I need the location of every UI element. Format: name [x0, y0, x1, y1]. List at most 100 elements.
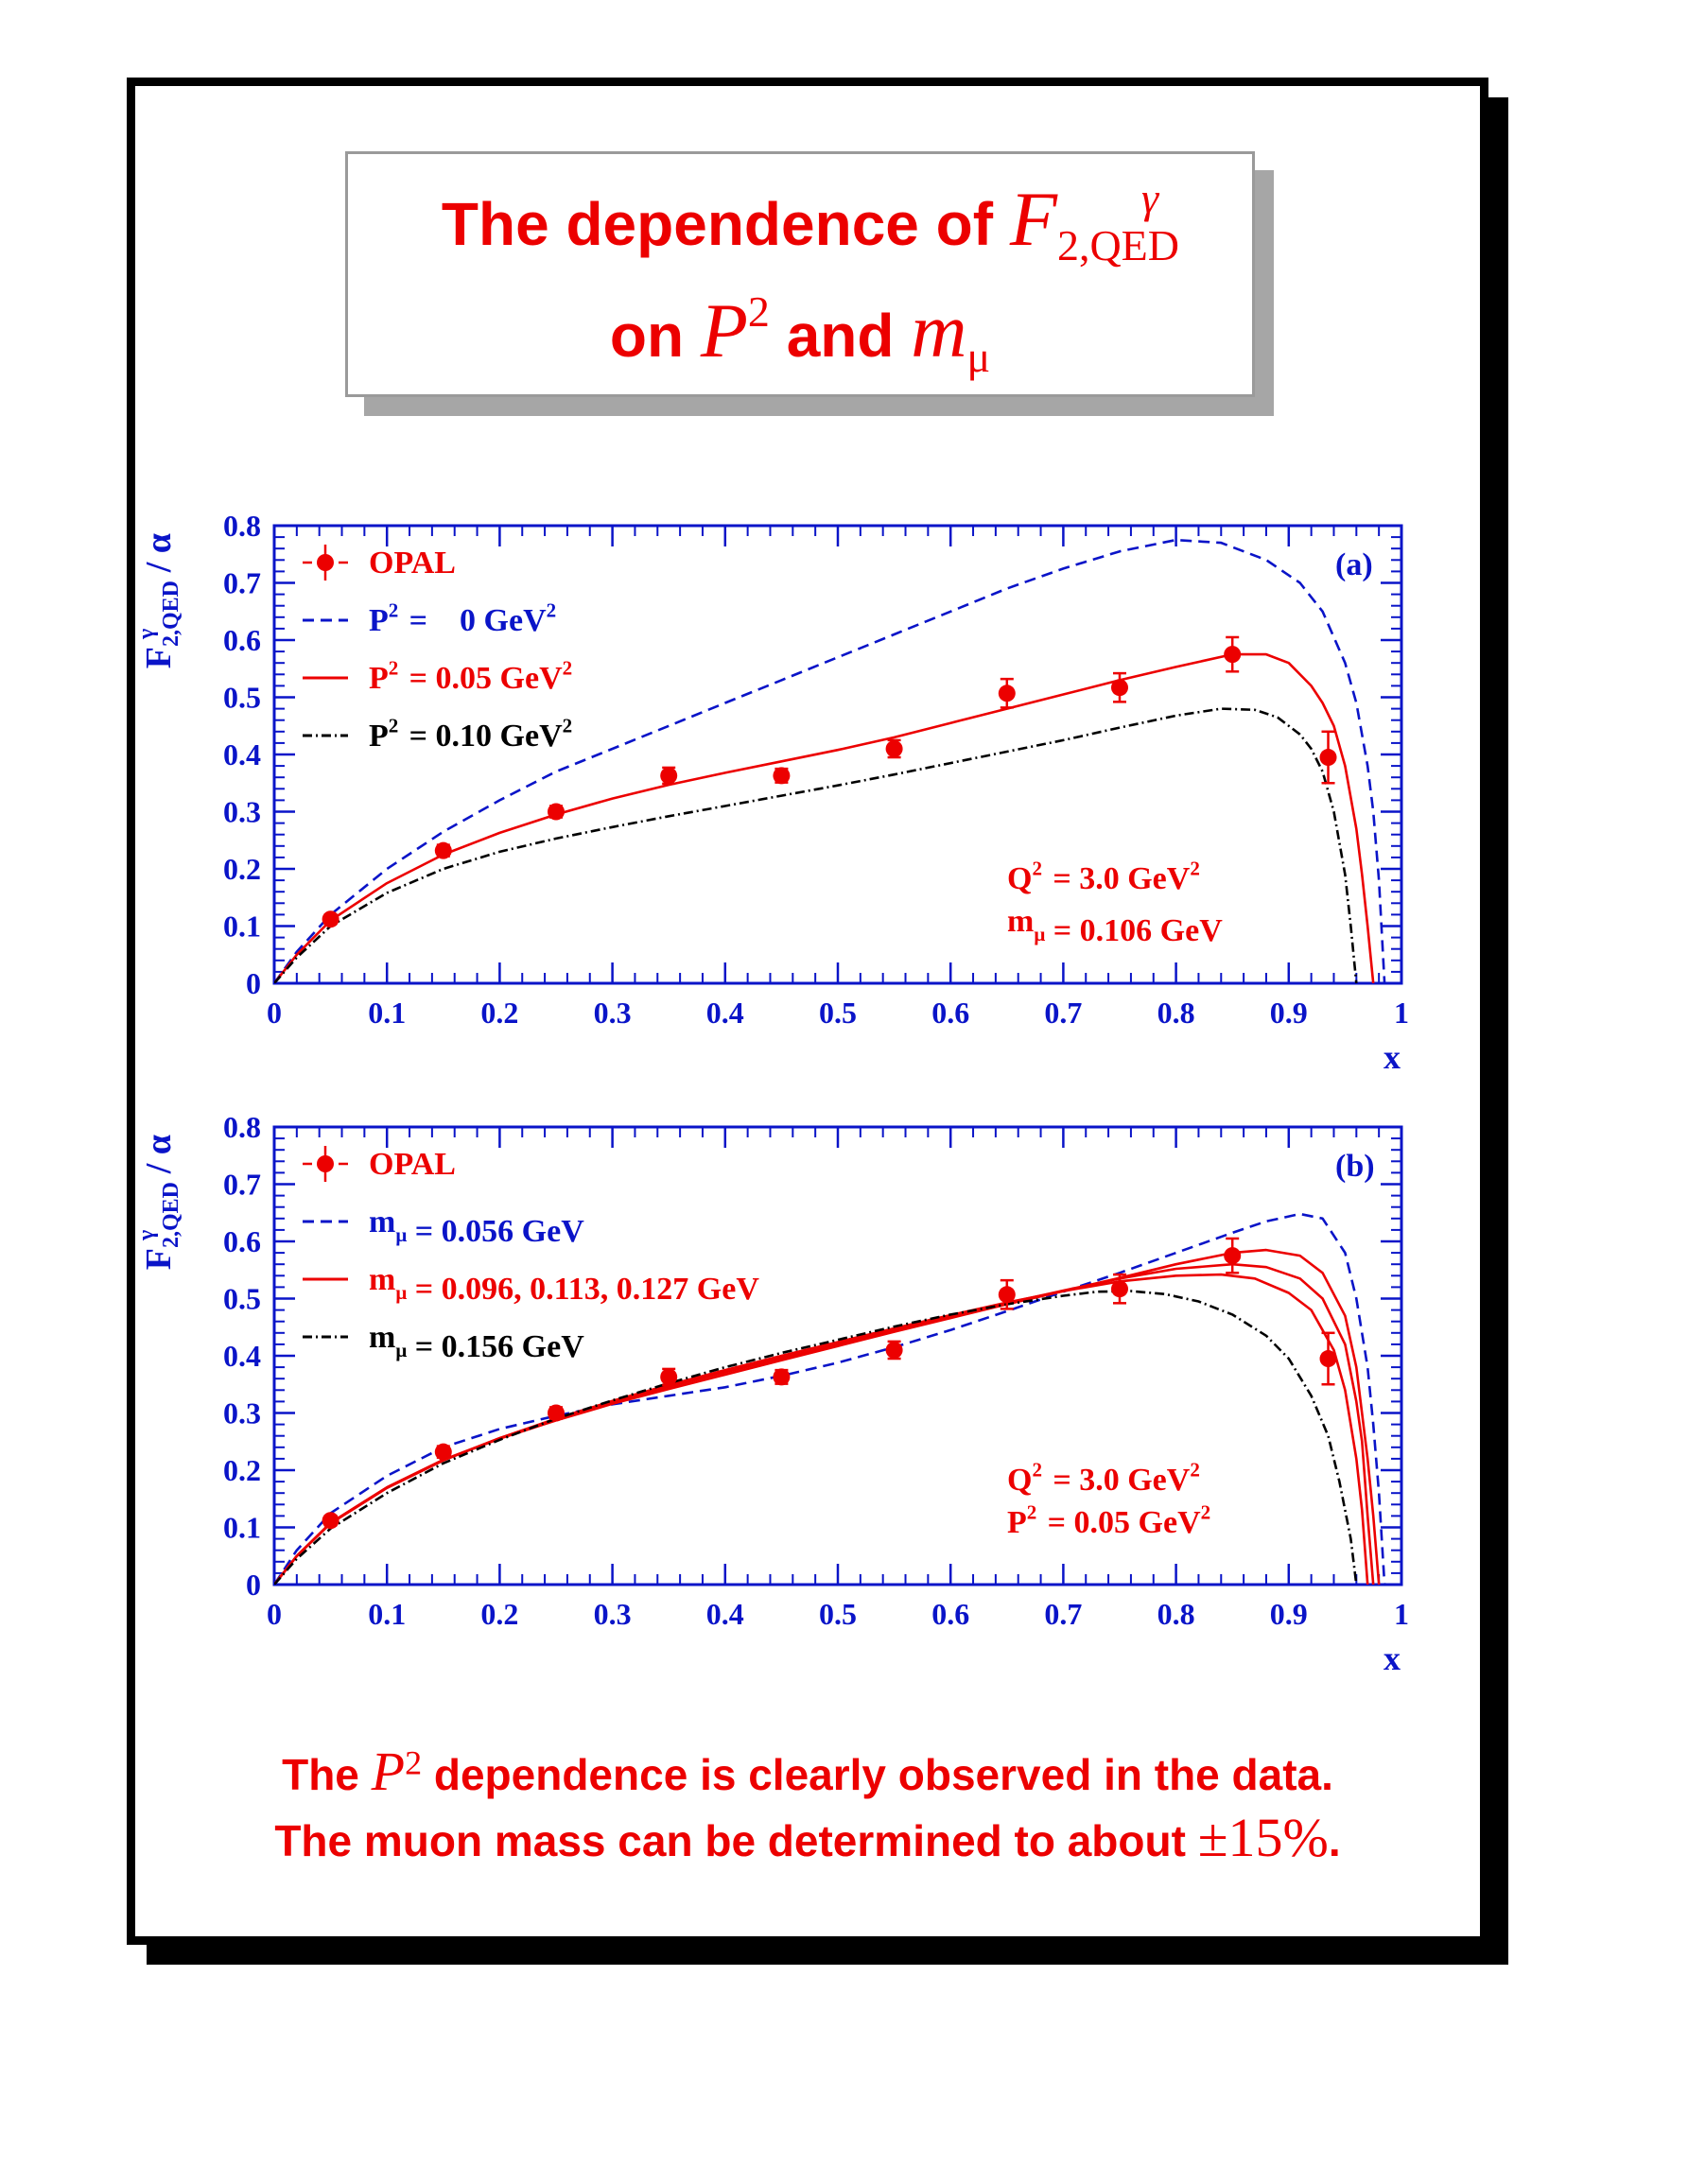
x-tick-label: 0.1: [368, 1597, 406, 1631]
panel-label: (a): [1335, 547, 1373, 582]
data-point: [1224, 1247, 1242, 1265]
y-tick-label: 0.1: [223, 1511, 261, 1545]
x-tick-label: 0.8: [1157, 996, 1195, 1030]
data-point: [1224, 646, 1242, 664]
x-tick-label: 0: [267, 1597, 282, 1631]
y-tick-label: 0.3: [223, 795, 261, 829]
legend-swatch-marker: [317, 554, 334, 571]
y-tick-label: 0.7: [223, 566, 261, 600]
legend-label: mμ = 0.056 GeV: [369, 1205, 584, 1249]
series-line-4: [274, 1290, 1358, 1585]
footer-p-superscript: 2: [405, 1743, 423, 1782]
data-point: [773, 767, 791, 785]
y-tick-label: 0.4: [223, 1339, 261, 1373]
y-axis-label: F2,QEDγ / α: [134, 1135, 183, 1270]
legend-label: mμ = 0.156 GeV: [369, 1320, 584, 1364]
data-point: [660, 1368, 678, 1386]
x-tick-label: 0.1: [368, 996, 406, 1030]
footer-text-2: The muon mass can be determined to about: [274, 1816, 1198, 1865]
legend-label: OPAL: [369, 1147, 456, 1182]
y-axis-label: F2,QEDγ / α: [134, 533, 183, 668]
y-tick-label: 0.3: [223, 1396, 261, 1430]
x-axis-label: x: [1383, 1639, 1401, 1677]
data-point: [660, 767, 678, 785]
y-tick-label: 0.8: [223, 509, 261, 543]
title-text: The dependence of: [441, 190, 1010, 258]
panel-label: (b): [1335, 1149, 1375, 1184]
x-axis-label: x: [1383, 1038, 1401, 1076]
legend-label: P2 = 0.10 GeV2: [369, 715, 575, 754]
footer-symbol-p: P: [371, 1741, 406, 1802]
y-tick-label: 0.5: [223, 681, 261, 715]
annotation-text: Q2 = 3.0 GeV2: [1007, 1459, 1203, 1498]
x-tick-label: 0.7: [1044, 996, 1082, 1030]
x-tick-label: 0.7: [1044, 1597, 1082, 1631]
x-tick-label: 0: [267, 996, 282, 1030]
title-line-1: The dependence of F2,QEDγ: [348, 173, 1252, 270]
annotation-text: P2 = 0.05 GeV2: [1007, 1501, 1213, 1540]
footer-line-2: The muon mass can be determined to about…: [127, 1806, 1488, 1869]
title-subscript: 2,QED: [1056, 221, 1179, 269]
title-text-on: on: [609, 302, 701, 370]
title-line-2: on P2 and mμ: [348, 286, 1252, 382]
x-tick-label: 0.2: [480, 1597, 518, 1631]
data-point: [773, 1368, 791, 1386]
plot-frame: [272, 524, 1403, 985]
legend-label: mμ = 0.096, 0.113, 0.127 GeV: [369, 1262, 759, 1307]
chart-panel-a: 0 0.1 0.2 0.3 0.4 0.5 0.6 0.7 0.8 0.9 1 0 0.1 0.2 0.3 0…: [134, 509, 1409, 1076]
x-tick-label: 0.9: [1270, 996, 1308, 1030]
data-point: [1111, 1280, 1128, 1298]
data-point: [1111, 679, 1128, 697]
data-point: [885, 1341, 903, 1359]
x-tick-label: 0.2: [480, 996, 518, 1030]
series-line-0: [274, 1212, 1386, 1585]
x-tick-label: 1: [1394, 1597, 1409, 1631]
x-tick-label: 0.6: [931, 1597, 969, 1631]
title-symbol-p: P: [700, 287, 748, 373]
data-point: [1319, 1350, 1337, 1368]
y-tick-label: 0: [246, 966, 261, 1000]
data-point: [548, 1404, 565, 1422]
title-superscript: γ: [1140, 174, 1159, 222]
x-tick-label: 0.6: [931, 996, 969, 1030]
x-tick-label: 1: [1394, 996, 1409, 1030]
x-tick-label: 0.4: [706, 996, 744, 1030]
data-point: [998, 685, 1016, 702]
title-text-and: and: [769, 302, 912, 370]
series-line-2: [274, 707, 1358, 983]
title-p-superscript: 2: [747, 287, 770, 336]
data-point: [548, 803, 565, 821]
data-point: [1319, 749, 1337, 767]
legend-label: P2 = 0 GeV2: [369, 599, 559, 638]
x-tick-label: 0.5: [819, 1597, 857, 1631]
y-tick-label: 0.4: [223, 737, 261, 771]
x-tick-label: 0.8: [1157, 1597, 1195, 1631]
legend-label: P2 = 0.05 GeV2: [369, 657, 575, 696]
data-point: [998, 1286, 1016, 1304]
data-point: [322, 910, 339, 928]
curve-group: [274, 1212, 1386, 1585]
data-point: [434, 841, 452, 859]
legend-label: OPAL: [369, 546, 456, 581]
x-tick-label: 0.4: [706, 1597, 744, 1631]
data-point: [885, 739, 903, 757]
series-line-2: [274, 1262, 1375, 1585]
x-tick-label: 0.9: [1270, 1597, 1308, 1631]
data-point: [434, 1443, 452, 1461]
y-tick-label: 0.2: [223, 1453, 261, 1487]
series-line-3: [274, 1273, 1369, 1585]
footer-text: The: [282, 1750, 372, 1799]
y-tick-label: 0.5: [223, 1282, 261, 1316]
footer-text-rest: dependence is clearly observed in the da…: [422, 1750, 1333, 1799]
y-tick-label: 0: [246, 1568, 261, 1602]
y-tick-label: 0.8: [223, 1110, 261, 1144]
footer-pm-value: ±15%: [1197, 1807, 1329, 1868]
x-tick-label: 0.3: [594, 996, 632, 1030]
y-tick-label: 0.7: [223, 1168, 261, 1202]
footer-period: .: [1328, 1816, 1341, 1865]
title-m-subscript: μ: [966, 333, 991, 381]
y-tick-label: 0.2: [223, 852, 261, 886]
x-tick-label: 0.5: [819, 996, 857, 1030]
y-tick-label: 0.6: [223, 623, 261, 657]
